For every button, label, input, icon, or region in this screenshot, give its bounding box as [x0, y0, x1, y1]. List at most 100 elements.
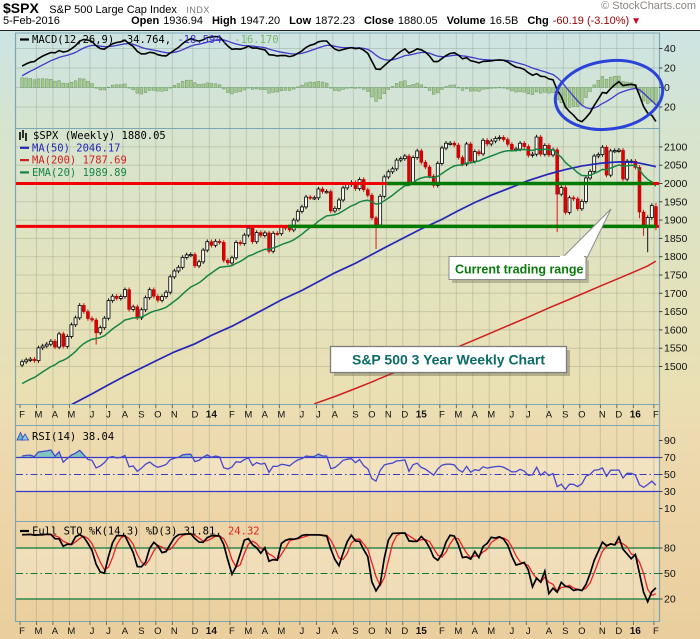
quote-value: 1947.20 — [240, 15, 281, 27]
gridlines — [16, 33, 659, 621]
rsi-panel-icon — [20, 433, 30, 441]
macd-legend: MACD(12,26,9) -34.764, -18.594, -16.170 — [20, 34, 279, 46]
svg-text:S: S — [138, 626, 144, 637]
svg-text:M: M — [35, 626, 43, 637]
svg-text:1900: 1900 — [664, 215, 688, 227]
svg-text:20: 20 — [664, 102, 676, 114]
svg-text:F: F — [19, 410, 25, 421]
svg-text:1700: 1700 — [664, 288, 688, 300]
svg-text:A: A — [546, 410, 553, 421]
quote-label: High — [211, 15, 237, 27]
index-name: S&P 500 Large Cap Index — [49, 4, 177, 16]
quote-value: 1880.05 — [397, 15, 438, 27]
svg-text:F: F — [229, 626, 235, 637]
quote-label: Volume — [446, 15, 486, 27]
quote-value: 16.5B — [489, 15, 519, 27]
svg-text:M: M — [35, 410, 43, 421]
svg-text:J: J — [316, 410, 321, 421]
svg-text:A: A — [332, 410, 339, 421]
price-panel — [20, 134, 658, 405]
svg-text:15: 15 — [416, 410, 428, 421]
svg-text:14: 14 — [206, 626, 218, 637]
svg-text:M: M — [244, 626, 252, 637]
svg-text:M: M — [244, 410, 252, 421]
svg-text:1800: 1800 — [664, 251, 688, 263]
candlesticks — [20, 134, 658, 368]
svg-text:M: M — [67, 626, 75, 637]
annotations: Current trading range S&P 500 3 Year Week… — [329, 59, 665, 376]
svg-text:M: M — [277, 626, 285, 637]
svg-text:A: A — [262, 410, 269, 421]
rsi-panel — [16, 449, 659, 493]
svg-text:2000: 2000 — [664, 178, 688, 190]
svg-text:D: D — [191, 410, 198, 421]
svg-text:S: S — [138, 410, 144, 421]
svg-text:70: 70 — [664, 452, 676, 464]
svg-text:S: S — [352, 626, 358, 637]
title-row: © StockCharts.com $SPX S&P 500 Large Cap… — [3, 0, 696, 16]
quote-date: 5-Feb-2016 — [3, 15, 60, 27]
stochastics-panel — [16, 532, 659, 605]
svg-text:M: M — [487, 410, 495, 421]
svg-text:1550: 1550 — [664, 343, 688, 355]
trading-range-label: Current trading range — [455, 263, 584, 277]
svg-text:J: J — [106, 410, 111, 421]
svg-text:N: N — [599, 410, 606, 421]
svg-text:J: J — [526, 626, 531, 637]
svg-text:F: F — [439, 626, 445, 637]
svg-text:20: 20 — [664, 63, 676, 75]
svg-text:N: N — [171, 626, 178, 637]
quote-value: 1936.94 — [163, 15, 203, 27]
svg-text:J: J — [509, 410, 514, 421]
svg-text:16: 16 — [630, 626, 642, 637]
panel-frame — [14, 32, 661, 622]
quote-label: Low — [289, 15, 312, 27]
svg-text:MA(200) 1787.69: MA(200) 1787.69 — [32, 155, 127, 167]
svg-text:O: O — [368, 626, 375, 637]
stockcharts-watermark: © StockCharts.com — [601, 0, 696, 12]
chg-label: Chg — [527, 15, 549, 27]
sto-percent-d-line — [22, 532, 657, 597]
price-ma-legend-1: MA(50) 2046.17 — [20, 142, 121, 154]
price-ma-legend-2: MA(200) 1787.69 — [20, 155, 127, 167]
trading-range-callout: Current trading range — [448, 208, 612, 283]
chart-title-callout: S&P 500 3 Year Weekly Chart — [329, 345, 570, 376]
svg-text:J: J — [106, 626, 111, 637]
rsi-overbought-fill — [16, 450, 659, 458]
svg-text:N: N — [385, 410, 392, 421]
ma50-line — [71, 161, 657, 405]
svg-text:M: M — [277, 410, 285, 421]
svg-text:F: F — [439, 410, 445, 421]
ticker-symbol: $SPX — [3, 0, 39, 16]
svg-text:M: M — [454, 626, 462, 637]
svg-text:A: A — [52, 410, 59, 421]
svg-text:J: J — [90, 626, 95, 637]
svg-text:A: A — [122, 626, 129, 637]
svg-text:M: M — [454, 410, 462, 421]
svg-text:20: 20 — [664, 594, 676, 606]
svg-text:O: O — [578, 410, 585, 421]
quote-label: Close — [363, 15, 394, 27]
svg-text:0: 0 — [664, 82, 670, 94]
svg-text:J: J — [509, 626, 514, 637]
price-panel-icon — [19, 130, 27, 141]
quote-value: 1872.23 — [315, 15, 355, 27]
chart-title-label: S&P 500 3 Year Weekly Chart — [352, 352, 545, 368]
price-legend: $SPX (Weekly) 1880.05 — [19, 130, 166, 142]
quote-values: Open 1936.94 High 1947.20 Low 1872.23 Close 188… — [122, 15, 641, 27]
macd-signal-line — [21, 38, 657, 110]
svg-text:A: A — [332, 626, 339, 637]
right-axis-labels: 4020020210020502000195019001850180017501… — [659, 43, 688, 606]
svg-text:MA(50) 2046.17: MA(50) 2046.17 — [32, 142, 121, 154]
svg-text:1650: 1650 — [664, 306, 688, 318]
ma200-line — [314, 260, 657, 405]
svg-text:1850: 1850 — [664, 233, 688, 245]
macd-line — [21, 35, 657, 123]
svg-text:N: N — [171, 410, 178, 421]
svg-text:S: S — [562, 626, 568, 637]
svg-text:2050: 2050 — [664, 160, 688, 172]
svg-text:1500: 1500 — [664, 361, 688, 373]
svg-text:D: D — [401, 626, 408, 637]
svg-text:1750: 1750 — [664, 270, 688, 282]
